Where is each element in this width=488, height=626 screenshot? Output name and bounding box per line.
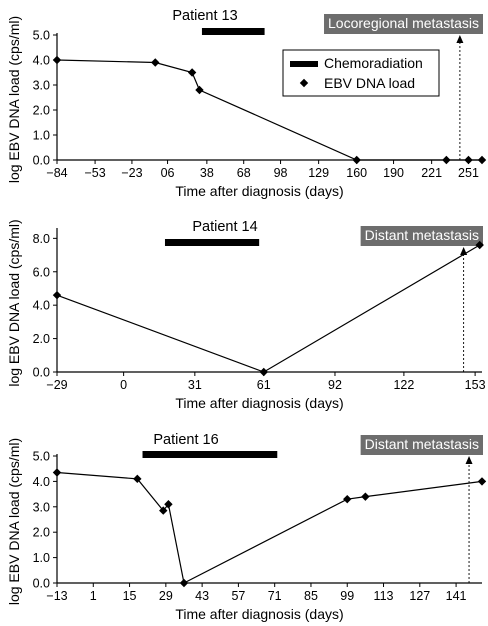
x-tick-label: 0 [120, 378, 127, 392]
legend: Chemoradiation EBV DNA load [282, 49, 440, 97]
event-arrow-head [456, 35, 464, 43]
y-tick-label: 0.0 [33, 366, 50, 380]
panel-title: Patient 14 [192, 219, 257, 235]
chart-panel: 0.0 2.0 4.0 6.0 8.0 −29 0 31 61 92 122 153 Time afte… [6, 219, 486, 411]
panel-title: Patient 13 [172, 8, 237, 24]
ebv-data-point [179, 578, 189, 588]
y-tick-label: 2.0 [33, 526, 50, 540]
x-tick-label: 57 [231, 589, 245, 603]
x-tick-label: 190 [383, 166, 404, 180]
x-tick-label: 221 [421, 166, 442, 180]
ebv-data-point [52, 468, 62, 477]
x-tick-label: −29 [46, 378, 67, 392]
x-tick-label: 61 [257, 378, 271, 392]
y-tick-label: 5.0 [33, 29, 50, 43]
y-tick-label: 8.0 [33, 232, 50, 246]
ebv-data-point [477, 155, 487, 165]
ebv-data-point [442, 155, 451, 165]
event-badge-label: Locoregional metastasis [328, 15, 479, 31]
legend-ebv-marker [299, 78, 309, 88]
legend-box [282, 49, 440, 97]
x-tick-label: 38 [200, 166, 214, 180]
x-tick-label: 251 [458, 166, 479, 180]
ebv-data-point [352, 155, 361, 165]
x-tick-label: 153 [465, 378, 486, 392]
event-badge [324, 14, 483, 34]
event-badge-label: Distant metastasis [365, 227, 479, 243]
y-tick-label: 4.0 [33, 299, 50, 313]
ebv-data-point [52, 55, 62, 65]
x-tick-label: 92 [328, 378, 342, 392]
y-axis-label: log EBV DNA load (cps/ml) [6, 438, 22, 605]
ebv-data-point [187, 68, 197, 77]
x-tick-label: 71 [268, 589, 282, 603]
x-tick-label: 113 [374, 589, 394, 603]
ebv-data-point [361, 492, 370, 501]
event-badge [360, 226, 483, 246]
chemoradiation-bar [164, 239, 260, 246]
y-tick-label: 4.0 [33, 54, 50, 68]
ebv-data-point [52, 290, 62, 300]
x-axis-label: Time after diagnosis (days) [175, 395, 343, 411]
x-tick-label: 160 [346, 166, 367, 180]
x-tick-label: 29 [159, 589, 173, 603]
chemoradiation-bar [201, 28, 265, 35]
legend-ebv-label: EBV DNA load [324, 75, 415, 91]
event-badge-label: Distant metastasis [365, 436, 479, 452]
legend-chemo-label: Chemoradiation [324, 55, 423, 71]
y-tick-label: 5.0 [33, 450, 50, 464]
ebv-data-point [475, 240, 484, 250]
x-tick-label: −13 [46, 589, 67, 603]
x-tick-label: 127 [409, 589, 430, 603]
y-tick-label: 2.0 [33, 332, 50, 346]
chart-panel: 0.0 1.0 2.0 3.0 4.0 5.0 −13 1 15 29 43 57 71 85 99 113 1… [6, 432, 487, 622]
x-tick-label: 1 [90, 589, 97, 603]
x-axis-label: Time after diagnosis (days) [175, 183, 343, 199]
ebv-data-point [464, 155, 473, 165]
y-tick-label: 0.0 [33, 577, 50, 591]
ebv-series-line [56, 471, 483, 584]
x-tick-label: 99 [340, 589, 354, 603]
x-tick-label: −84 [46, 166, 67, 180]
x-tick-label: 68 [237, 166, 251, 180]
ebv-data-point [259, 367, 268, 377]
x-tick-label: 15 [123, 589, 137, 603]
y-tick-label: 2.0 [33, 104, 50, 118]
legend-chemo-swatch [290, 61, 318, 67]
x-tick-label: 06 [161, 166, 175, 180]
y-tick-label: 1.0 [33, 551, 50, 565]
x-tick-label: 141 [446, 589, 467, 603]
x-tick-label: 43 [195, 589, 209, 603]
y-tick-label: 6.0 [33, 265, 50, 279]
ebv-series-line [56, 244, 481, 373]
ebv-data-point [477, 477, 487, 486]
y-tick-label: 0.0 [33, 154, 50, 168]
x-tick-label: −23 [121, 166, 142, 180]
y-tick-label: 4.0 [33, 475, 50, 489]
x-tick-label: 129 [308, 166, 329, 180]
panel-title: Patient 16 [153, 432, 218, 448]
x-tick-label: 31 [188, 378, 202, 392]
x-axis-label: Time after diagnosis (days) [175, 606, 343, 622]
x-tick-label: 122 [393, 378, 414, 392]
y-tick-label: 3.0 [33, 500, 50, 514]
ebv-data-point [159, 506, 168, 515]
ebv-data-point [164, 500, 173, 509]
ebv-data-point [151, 58, 160, 67]
x-tick-label: 85 [304, 589, 318, 603]
ebv-data-point [195, 85, 204, 95]
event-badge [360, 435, 483, 455]
y-tick-label: 3.0 [33, 79, 50, 93]
x-tick-label: 98 [274, 166, 288, 180]
x-tick-label: −53 [84, 166, 105, 180]
chemoradiation-bar [142, 451, 278, 458]
ebv-data-point [133, 474, 142, 484]
ebv-data-point [343, 494, 352, 504]
chart-panel: 0.0 1.0 2.0 3.0 4.0 5.0 −84 −53 −23 06 38 68 98 129 16… [6, 8, 487, 199]
y-tick-label: 1.0 [33, 129, 50, 143]
event-arrow-head [465, 456, 473, 464]
y-axis-label: log EBV DNA load (cps/ml) [6, 16, 22, 183]
y-axis-label: log EBV DNA load (cps/ml) [6, 219, 22, 386]
